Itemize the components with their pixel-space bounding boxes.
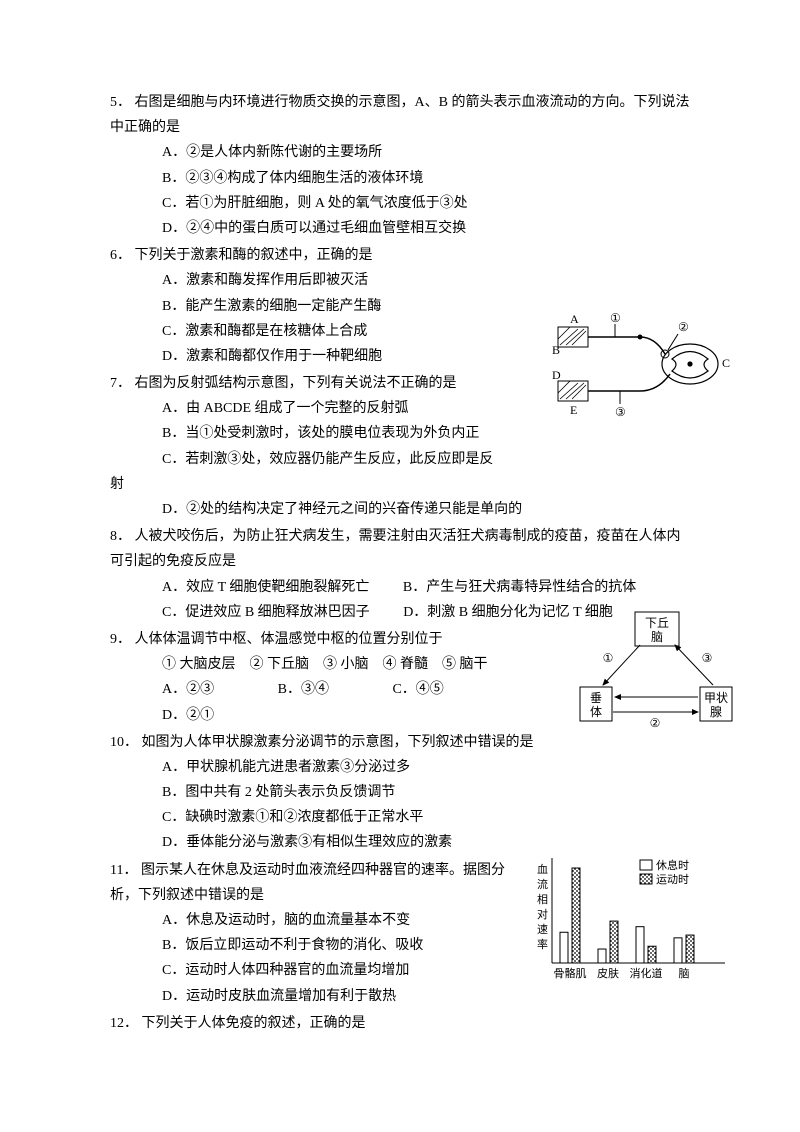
q8-option-a: A．效应 T 细胞使靶细胞裂解死亡 [162,575,369,600]
q8-option-b: B．产生与狂犬病毒特异性结合的抗体 [403,575,636,600]
q11-option-c: C．运动时人体四种器官的血流量均增加 [110,958,690,983]
q9-option-b: B．③④ [278,677,329,702]
node-thyroid-l2: 腺 [710,705,722,719]
q11-number: 11． [110,858,137,883]
label-n1: ① [610,311,621,325]
q8-stem: 人被犬咬伤后，为防止狂犬病发生，需要注射由灭活狂犬病毒制成的疫苗，疫苗在人体内可… [110,529,681,569]
q11-option-a: A．休息及运动时，脑的血流量基本不变 [110,908,690,933]
q9-option-c: C．④⑤ [392,677,443,702]
q6-stem: 下列关于激素和酶的叙述中，正确的是 [135,248,373,263]
question-10: 10． 如图为人体甲状腺激素分泌调节的示意图，下列叙述中错误的是 A．甲状腺机能… [110,730,690,856]
q7-option-b: B．当①处受刺激时，该处的膜电位表现为外负内正 [110,421,690,446]
q8-options-row2: C．促进效应 B 细胞释放淋巴因子 D．刺激 B 细胞分化为记忆 T 细胞 [110,600,690,625]
question-7: 7． 右图为反射弧结构示意图，下列有关说法不正确的是 A．由 ABCDE 组成了… [110,371,690,522]
q10-stem: 如图为人体甲状腺激素分泌调节的示意图，下列叙述中错误的是 [142,735,534,750]
edge-3: ③ [702,651,713,665]
q5-option-d: D．②④中的蛋白质可以通过毛细血管壁相互交换 [110,216,690,241]
q8-option-c: C．促进效应 B 细胞释放淋巴因子 [162,600,370,625]
q7-number: 7． [110,371,131,396]
label-B: B [552,343,560,357]
q8-number: 8． [110,524,131,549]
label-n2: ② [678,320,689,334]
q12-number: 12． [110,1011,138,1036]
q7-option-c: C．若刺激③处，效应器仍能产生反应，此反应即是反 [110,447,690,472]
q7-option-d: D．②处的结构决定了神经元之间的兴奋传递只能是单向的 [110,497,690,522]
question-11: 11． 图示某人在休息及运动时血液流经四种器官的速率。据图分析，下列叙述中错误的… [110,858,690,1009]
question-8: 8． 人被犬咬伤后，为防止狂犬病发生，需要注射由灭活狂犬病毒制成的疫苗，疫苗在人… [110,524,690,625]
question-9: 9． 人体体温调节中枢、体温感觉中枢的位置分别位于 ① 大脑皮层 ② 下丘脑 ③… [110,627,690,728]
q9-number: 9． [110,627,131,652]
q10-option-b: B．图中共有 2 处箭头表示负反馈调节 [110,780,690,805]
q11-stem: 图示某人在休息及运动时血液流经四种器官的速率。据图分析，下列叙述中错误的是 [110,863,505,903]
q10-option-c: C．缺碘时激素①和②浓度都低于正常水平 [110,805,690,830]
q7-option-c-tail: 射 [110,472,690,497]
q5-stem: 右图是细胞与内环境进行物质交换的示意图，A、B 的箭头表示血液流动的方向。下列说… [110,95,689,135]
q7-option-a: A．由 ABCDE 组成了一个完整的反射弧 [110,396,690,421]
q10-number: 10． [110,730,138,755]
question-5: 5． 右图是细胞与内环境进行物质交换的示意图，A、B 的箭头表示血液流动的方向。… [110,90,690,241]
node-thyroid-l1: 甲状 [704,691,728,705]
label-A: A [570,312,579,326]
q11-option-b: B．饭后立即运动不利于食物的消化、吸收 [110,933,690,958]
q9-stem: 人体体温调节中枢、体温感觉中枢的位置分别位于 [135,632,443,647]
q8-option-d: D．刺激 B 细胞分化为记忆 T 细胞 [403,600,613,625]
q6-option-a: A．激素和酶发挥作用后即被灭活 [110,268,690,293]
q9-items: ① 大脑皮层 ② 下丘脑 ③ 小脑 ④ 脊髓 ⑤ 脑干 [110,652,690,677]
q8-options-row1: A．效应 T 细胞使靶细胞裂解死亡 B．产生与狂犬病毒特异性结合的抗体 [110,575,690,600]
q5-option-a: A．②是人体内新陈代谢的主要场所 [110,140,690,165]
q12-stem: 下列关于人体免疫的叙述，正确的是 [142,1016,366,1031]
question-12: 12． 下列关于人体免疫的叙述，正确的是 [110,1011,690,1036]
q7-stem: 右图为反射弧结构示意图，下列有关说法不正确的是 [135,376,457,391]
q10-option-a: A．甲状腺机能亢进患者激素③分泌过多 [110,755,690,780]
q6-number: 6． [110,243,131,268]
q11-option-d: D．运动时皮肤血流量增加有利于散热 [110,984,690,1009]
q9-option-d: D．②① [162,703,214,728]
q5-option-b: B．②③④构成了体内细胞生活的液体环境 [110,166,690,191]
q5-option-c: C．若①为肝脏细胞，则 A 处的氧气浓度低于③处 [110,191,690,216]
q9-options: A．②③ B．③④ C．④⑤ D．②① [110,677,690,727]
q9-option-a: A．②③ [162,677,214,702]
question-6: 6． 下列关于激素和酶的叙述中，正确的是 A．激素和酶发挥作用后即被灭活 B．能… [110,243,690,369]
label-C: C [722,356,730,370]
q5-number: 5． [110,90,131,115]
q10-option-d: D．垂体能分泌与激素③有相似生理效应的激素 [110,830,690,855]
